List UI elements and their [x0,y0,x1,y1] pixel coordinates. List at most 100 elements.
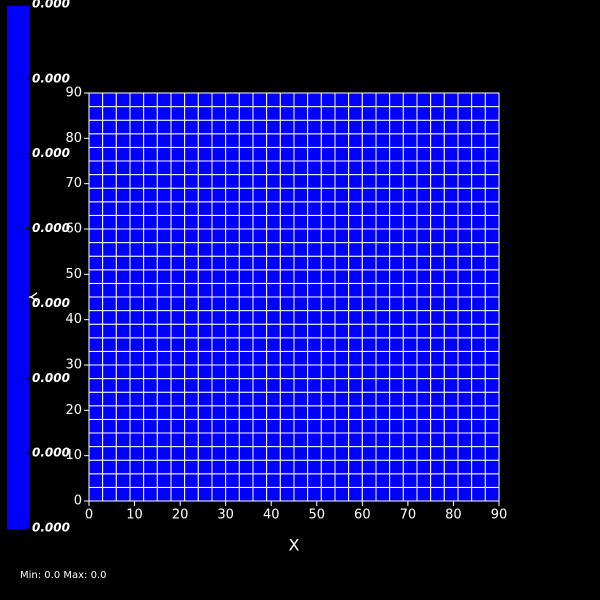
mesh-cell [115,228,131,244]
mesh-cell [443,296,459,312]
mesh-cell [402,106,418,121]
mesh-cell [197,310,213,325]
mesh-cell [225,201,240,216]
mesh-cell [307,269,322,284]
mesh-cell [184,337,199,352]
mesh-cell [375,459,391,475]
mesh-cell [156,242,172,257]
mesh-cell [416,187,432,203]
mesh-cell [348,92,363,108]
mesh-cell [143,350,158,366]
mesh-cell [252,432,268,448]
mesh-cell [457,310,473,325]
mesh-cell [252,486,268,502]
mesh-cell [143,106,158,121]
mesh-cell [457,228,473,244]
mesh-cell [143,214,158,230]
mesh-cell [430,310,445,325]
mesh-cell [197,201,213,216]
mesh-cell [430,133,445,148]
mesh-cell [375,133,391,148]
mesh-cell [348,337,363,352]
mesh-cell [320,432,336,448]
mesh-cell [293,418,309,434]
mesh-cell [416,106,432,121]
mesh-cell [320,255,336,271]
mesh-cell [184,160,199,176]
mesh-cell [361,446,377,461]
mesh-cell [471,310,486,325]
mesh-cell [457,337,473,352]
mesh-cell [443,323,459,339]
mesh-cell [279,255,295,271]
mesh-cell [443,364,459,380]
mesh-cell [143,92,158,108]
mesh-cell [320,174,336,189]
mesh-cell [334,133,350,148]
mesh-cell [443,119,459,135]
mesh-cell [266,310,281,325]
mesh-cell [402,187,418,203]
mesh-cell [307,133,322,148]
mesh-cell [484,432,500,448]
mesh-cell [484,350,500,366]
mesh-cell [416,350,432,366]
mesh-cell [279,201,295,216]
mesh-cell [279,473,295,488]
mesh-cell [225,310,240,325]
mesh-cell [252,364,268,380]
mesh-cell [471,146,486,162]
mesh-cell [102,405,117,420]
mesh-cell [197,228,213,244]
mesh-cell [402,446,418,461]
mesh-cell [361,459,377,475]
mesh-cell [115,405,131,420]
mesh-cell [170,323,186,339]
mesh-cell [252,106,268,121]
mesh-cell [484,214,500,230]
mesh-cell [416,405,432,420]
mesh-cell [416,282,432,298]
mesh-cell [416,418,432,434]
mesh-cell [266,201,281,216]
x-axis-label: X [289,536,300,555]
mesh-cell [170,350,186,366]
mesh-cell [457,119,473,135]
mesh-cell [320,364,336,380]
mesh-cell [266,255,281,271]
mesh-cell [457,106,473,121]
mesh-cell [348,174,363,189]
mesh-cell [416,242,432,257]
mesh-cell [197,146,213,162]
mesh-cell [279,187,295,203]
mesh-cell [143,486,158,502]
x-tick-label: 40 [263,508,280,523]
mesh-cell [225,418,240,434]
mesh-cell [361,323,377,339]
mesh-cell [129,146,145,162]
mesh-cell [197,214,213,230]
mesh-cell [334,323,350,339]
mesh-cell [129,391,145,407]
mesh-cell [348,106,363,121]
mesh-cell [184,201,199,216]
mesh-cell [143,242,158,257]
mesh-cell [416,269,432,284]
mesh-cell [348,269,363,284]
mesh-cell [129,106,145,121]
mesh-cell [102,146,117,162]
mesh-cell [375,106,391,121]
mesh-cell [211,282,227,298]
mesh-cell [334,146,350,162]
mesh-cell [293,446,309,461]
mesh-cell [416,486,432,502]
mesh-cell [402,201,418,216]
mesh-cell [484,160,500,176]
mesh-cell [443,310,459,325]
mesh-cell [129,174,145,189]
mesh-cell [252,228,268,244]
mesh-cell [307,146,322,162]
mesh-cell [457,405,473,420]
mesh-cell [102,459,117,475]
mesh-cell [252,296,268,312]
